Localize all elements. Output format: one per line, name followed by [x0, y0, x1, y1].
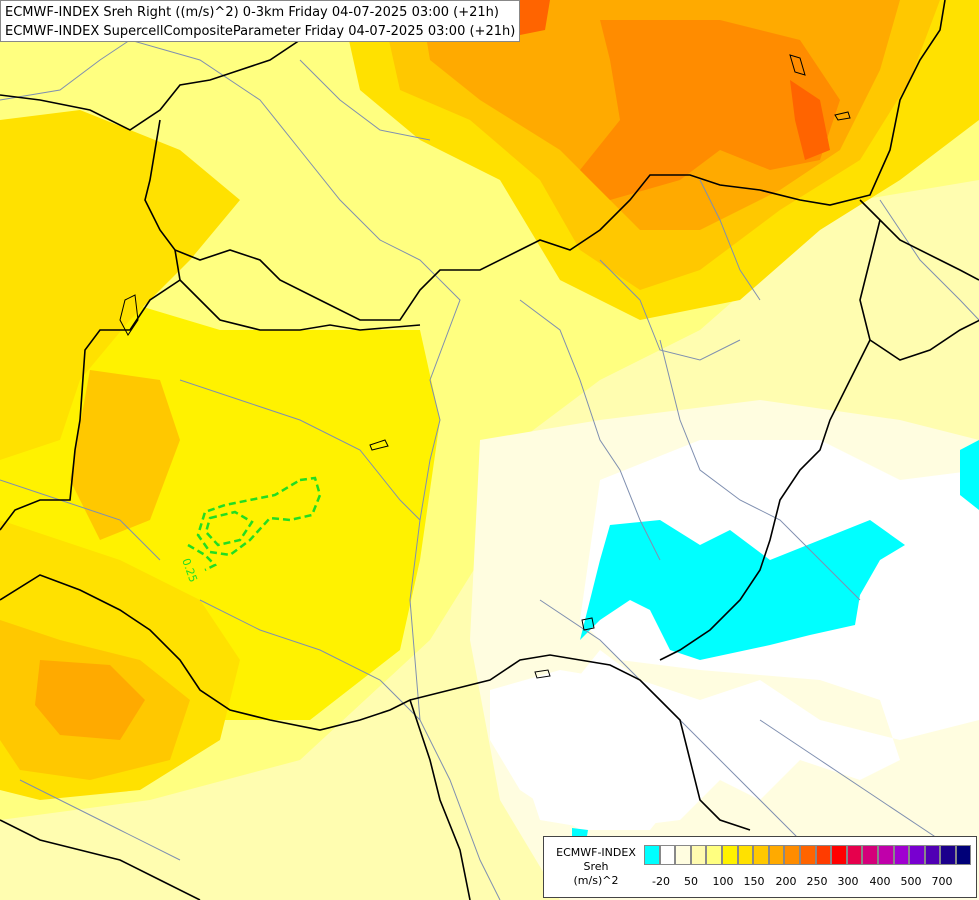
legend-swatch — [659, 845, 676, 865]
field-white-south — [490, 670, 690, 830]
legend-swatch — [893, 845, 910, 865]
legend-swatch — [690, 845, 707, 865]
field-dark-orange-north — [580, 20, 840, 200]
legend-tick-label: 400 — [869, 875, 891, 888]
field-cyan — [580, 520, 905, 660]
legend-swatch — [784, 845, 800, 865]
legend-title-line-3: (m/s)^2 — [573, 874, 619, 887]
legend-swatch — [955, 845, 972, 865]
map-title-box: ECMWF-INDEX Sreh Right ((m/s)^2) 0-3km F… — [0, 0, 520, 42]
scp-contours — [187, 476, 322, 572]
legend-tick-label: 500 — [900, 875, 922, 888]
field-red-top — [510, 0, 550, 35]
title-line-2: ECMWF-INDEX SupercellCompositeParameter … — [5, 24, 516, 39]
legend-title-line-2: Sreh — [583, 860, 609, 873]
field-red-orange-north — [790, 80, 830, 160]
legend-swatch — [877, 845, 894, 865]
legend-tick-label: 300 — [837, 875, 859, 888]
legend-color-bar — [644, 845, 972, 865]
color-legend: ECMWF-INDEX Sreh (m/s)^2 -20 50 100 150 200 2… — [543, 836, 977, 898]
field-gold-center — [70, 370, 180, 540]
legend-swatch — [940, 845, 956, 865]
legend-swatch — [768, 845, 785, 865]
legend-swatch — [706, 845, 722, 865]
legend-tick-label: 250 — [806, 875, 828, 888]
field-cyan-east — [960, 440, 979, 510]
legend-swatch — [831, 845, 847, 865]
title-line-1: ECMWF-INDEX Sreh Right ((m/s)^2) 0-3km F… — [5, 5, 499, 20]
legend-swatch — [924, 845, 941, 865]
lakes — [119, 54, 851, 679]
legend-tick-label: 700 — [931, 875, 953, 888]
legend-tick-label: -20 — [652, 875, 670, 888]
legend-tick-label: 150 — [743, 875, 765, 888]
rivers — [0, 39, 979, 900]
legend-swatch — [862, 845, 878, 865]
field-gold-west — [0, 110, 240, 460]
legend-swatch — [675, 845, 691, 865]
legend-tick-label: 50 — [684, 875, 698, 888]
legend-title-line-1: ECMWF-INDEX — [556, 846, 636, 859]
legend-swatch — [815, 845, 832, 865]
legend-swatch — [737, 845, 754, 865]
legend-tick-label: 100 — [712, 875, 734, 888]
field-orange-core-sw — [35, 660, 145, 740]
legend-title: ECMWF-INDEX Sreh (m/s)^2 — [550, 846, 642, 888]
legend-swatch — [644, 845, 660, 865]
legend-swatch — [909, 845, 925, 865]
legend-tick-label: 200 — [775, 875, 797, 888]
legend-swatch — [846, 845, 863, 865]
legend-swatch — [799, 845, 816, 865]
legend-ticks: -20 50 100 150 200 250 300 400 500 700 — [644, 875, 974, 889]
legend-swatch — [721, 845, 738, 865]
legend-swatch — [753, 845, 769, 865]
